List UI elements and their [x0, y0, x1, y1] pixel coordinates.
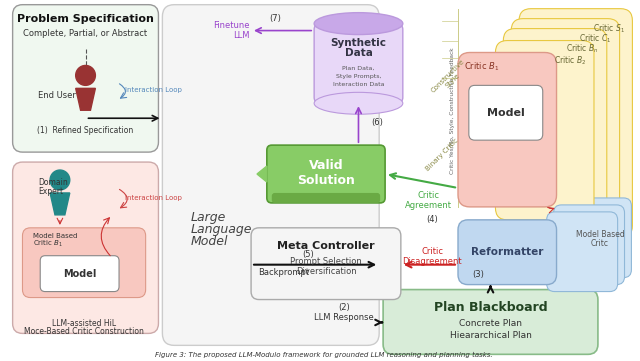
Text: Complete, Partial, or Abstract: Complete, Partial, or Abstract — [24, 29, 148, 38]
Text: End User: End User — [38, 91, 76, 100]
FancyBboxPatch shape — [163, 5, 379, 345]
Text: (1)  Refined Specification: (1) Refined Specification — [37, 126, 134, 135]
Text: Plan Data,: Plan Data, — [342, 66, 374, 71]
Text: Model Based: Model Based — [575, 230, 624, 239]
Text: Model Based: Model Based — [33, 233, 77, 239]
Text: Domain: Domain — [38, 178, 68, 187]
Text: Large: Large — [191, 211, 227, 224]
FancyBboxPatch shape — [272, 193, 380, 203]
Circle shape — [50, 170, 70, 190]
Text: Critc: Critc — [591, 239, 609, 248]
Text: Agreement: Agreement — [405, 201, 452, 210]
Text: Reformatter: Reformatter — [471, 247, 543, 257]
FancyBboxPatch shape — [495, 40, 594, 220]
Text: Style Prompts,: Style Prompts, — [336, 74, 381, 79]
Circle shape — [76, 65, 95, 85]
Text: Plan Blackboard: Plan Blackboard — [434, 301, 547, 314]
FancyBboxPatch shape — [547, 212, 618, 292]
Text: Critic $B_n$: Critic $B_n$ — [566, 43, 599, 55]
Text: Synthetic: Synthetic — [330, 38, 387, 48]
Text: Critic $B_2$: Critic $B_2$ — [554, 55, 586, 67]
Text: (5): (5) — [302, 250, 314, 259]
Text: Expert: Expert — [38, 187, 63, 196]
Text: Figure 3: The proposed LLM-Modulo framework for grounded LLM reasoning and plann: Figure 3: The proposed LLM-Modulo framew… — [155, 352, 493, 358]
Text: Language: Language — [191, 223, 252, 236]
Text: Critic: Critic — [421, 247, 444, 256]
Polygon shape — [50, 193, 70, 215]
Text: Constructive
Style: Constructive Style — [430, 58, 470, 99]
FancyBboxPatch shape — [458, 220, 557, 284]
Text: LLM-assisted HiL: LLM-assisted HiL — [51, 319, 116, 328]
Text: Disagreement: Disagreement — [403, 257, 462, 266]
FancyBboxPatch shape — [251, 228, 401, 300]
FancyBboxPatch shape — [458, 52, 557, 207]
Text: Interaction Data: Interaction Data — [333, 82, 384, 87]
Text: Critic Yes/No, Style, Constructive Feedback: Critic Yes/No, Style, Constructive Feedb… — [449, 47, 454, 174]
FancyBboxPatch shape — [554, 205, 625, 284]
Text: (6): (6) — [371, 118, 383, 127]
Text: Critic $B_1$: Critic $B_1$ — [464, 60, 499, 73]
Text: LLM Response: LLM Response — [314, 313, 374, 322]
Text: (2): (2) — [338, 303, 349, 312]
FancyBboxPatch shape — [519, 9, 632, 238]
Text: Interaction Loop: Interaction Loop — [125, 87, 182, 93]
Text: Backprompt: Backprompt — [258, 268, 309, 277]
Text: Problem Specification: Problem Specification — [17, 14, 154, 23]
FancyBboxPatch shape — [383, 290, 598, 355]
Text: (3): (3) — [472, 270, 484, 279]
Text: Valid: Valid — [308, 158, 343, 171]
Text: Moce-Based Critic Construction: Moce-Based Critic Construction — [24, 327, 143, 336]
FancyBboxPatch shape — [13, 5, 159, 152]
FancyBboxPatch shape — [267, 145, 385, 203]
FancyBboxPatch shape — [511, 19, 620, 233]
Text: Concrete Plan: Concrete Plan — [459, 319, 522, 328]
Text: Interaction Loop: Interaction Loop — [125, 195, 182, 201]
Text: Prompt Selection: Prompt Selection — [290, 257, 362, 266]
FancyBboxPatch shape — [503, 29, 607, 228]
Text: (7): (7) — [269, 14, 281, 23]
FancyBboxPatch shape — [314, 23, 403, 103]
Text: Data: Data — [344, 48, 372, 58]
FancyBboxPatch shape — [22, 228, 146, 297]
Text: Critic $S_1$: Critic $S_1$ — [593, 23, 625, 35]
Text: Model: Model — [63, 269, 96, 279]
Polygon shape — [257, 166, 267, 182]
Text: Solution: Solution — [297, 174, 355, 187]
Ellipse shape — [314, 92, 403, 114]
Text: Binary Critic: Binary Critic — [425, 138, 460, 173]
Text: Critic $C_1$: Critic $C_1$ — [579, 32, 612, 45]
FancyBboxPatch shape — [13, 162, 159, 334]
Text: Finetune
LLM: Finetune LLM — [214, 21, 250, 40]
Text: Model: Model — [488, 108, 525, 118]
Text: (4): (4) — [426, 216, 438, 224]
Ellipse shape — [314, 13, 403, 35]
Text: Meta Controller: Meta Controller — [277, 241, 375, 251]
Text: Critic: Critic — [417, 191, 440, 200]
Text: Diversification: Diversification — [296, 267, 356, 276]
Text: Critic $B_1$: Critic $B_1$ — [33, 239, 63, 249]
Text: Model: Model — [191, 235, 228, 248]
Text: Hieararchical Plan: Hieararchical Plan — [449, 331, 531, 340]
FancyBboxPatch shape — [561, 198, 632, 278]
Polygon shape — [76, 88, 95, 110]
FancyBboxPatch shape — [469, 85, 543, 140]
FancyBboxPatch shape — [40, 256, 119, 292]
